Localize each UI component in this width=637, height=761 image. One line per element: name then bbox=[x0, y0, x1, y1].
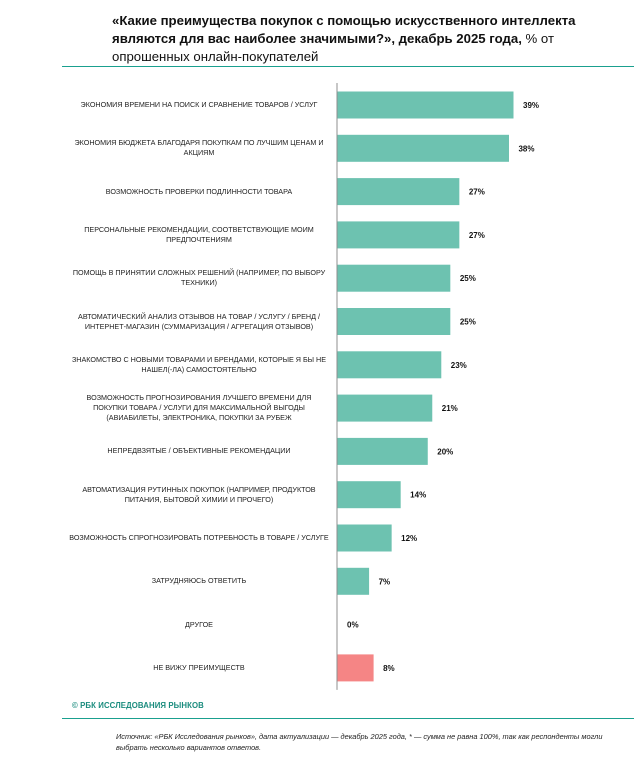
data-label: 27% bbox=[469, 231, 485, 240]
category-label: Знакомство с новыми товарами и брендами,… bbox=[71, 354, 327, 374]
category-label: Автоматический анализ отзывов на товар /… bbox=[78, 311, 320, 331]
source-note: Источник: «РБК Исследования рынков», дат… bbox=[116, 732, 603, 752]
category-label: Не вижу преимуществ bbox=[153, 662, 245, 672]
category-label: Непредвзятые / объективные рекомендации bbox=[107, 446, 291, 456]
category-label: Возможность прогнозирования лучшего врем… bbox=[86, 393, 312, 423]
bar bbox=[337, 178, 460, 206]
chart-title: «Какие преимущества покупок с помощью ис… bbox=[112, 12, 612, 66]
data-label: 21% bbox=[442, 404, 458, 413]
bar bbox=[337, 221, 460, 249]
data-label: 39% bbox=[523, 101, 539, 110]
data-label: 14% bbox=[410, 491, 426, 500]
bar bbox=[337, 567, 370, 595]
data-label: 12% bbox=[401, 534, 417, 543]
brand-logo-text: © РБК ИССЛЕДОВАНИЯ РЫНКОВ bbox=[72, 701, 204, 710]
bar bbox=[337, 91, 514, 119]
bar-chart: 39% 38% 27% 27% 25% 25% 23% 21% 20% 14% 12% 7% 0% 8% bbox=[336, 83, 539, 690]
chart-title-unit: % от опрошенных онлайн-покупателей bbox=[112, 31, 555, 64]
category-label: Другое bbox=[185, 619, 213, 629]
data-label: 8% bbox=[383, 664, 395, 673]
category-label: Возможность спрогнозировать потребность … bbox=[69, 533, 329, 542]
category-label: Экономия бюджета благодаря покупкам по л… bbox=[74, 138, 324, 158]
data-label: 25% bbox=[460, 318, 476, 327]
bar bbox=[337, 524, 392, 552]
data-label: 27% bbox=[469, 188, 485, 197]
bar bbox=[337, 437, 428, 465]
category-label: Персональные рекомендации, соответствующ… bbox=[84, 224, 314, 244]
header-divider bbox=[62, 66, 634, 67]
data-label: 0% bbox=[347, 621, 359, 630]
bar bbox=[337, 394, 433, 422]
data-label: 7% bbox=[379, 577, 391, 586]
footer-divider bbox=[62, 718, 634, 719]
category-label: Помощь в принятии сложных решений (напри… bbox=[72, 268, 326, 288]
category-label: Автоматизация рутинных покупок (например… bbox=[82, 484, 316, 504]
bar bbox=[337, 134, 509, 162]
category-label: Затрудняюсь ответить bbox=[151, 576, 247, 586]
bar bbox=[337, 654, 374, 682]
bar bbox=[337, 308, 451, 335]
chart-title-question: «Какие преимущества покупок с помощью ис… bbox=[112, 13, 576, 46]
data-label: 25% bbox=[460, 274, 476, 283]
data-label: 23% bbox=[451, 361, 467, 370]
category-label: Возможность проверки подлинности товара bbox=[105, 186, 293, 196]
bar bbox=[337, 481, 401, 509]
bar bbox=[337, 264, 451, 292]
category-label: Экономия времени на поиск и сравнение то… bbox=[80, 100, 318, 109]
bar bbox=[337, 351, 442, 379]
data-label: 38% bbox=[518, 144, 534, 153]
data-label: 20% bbox=[437, 447, 453, 456]
